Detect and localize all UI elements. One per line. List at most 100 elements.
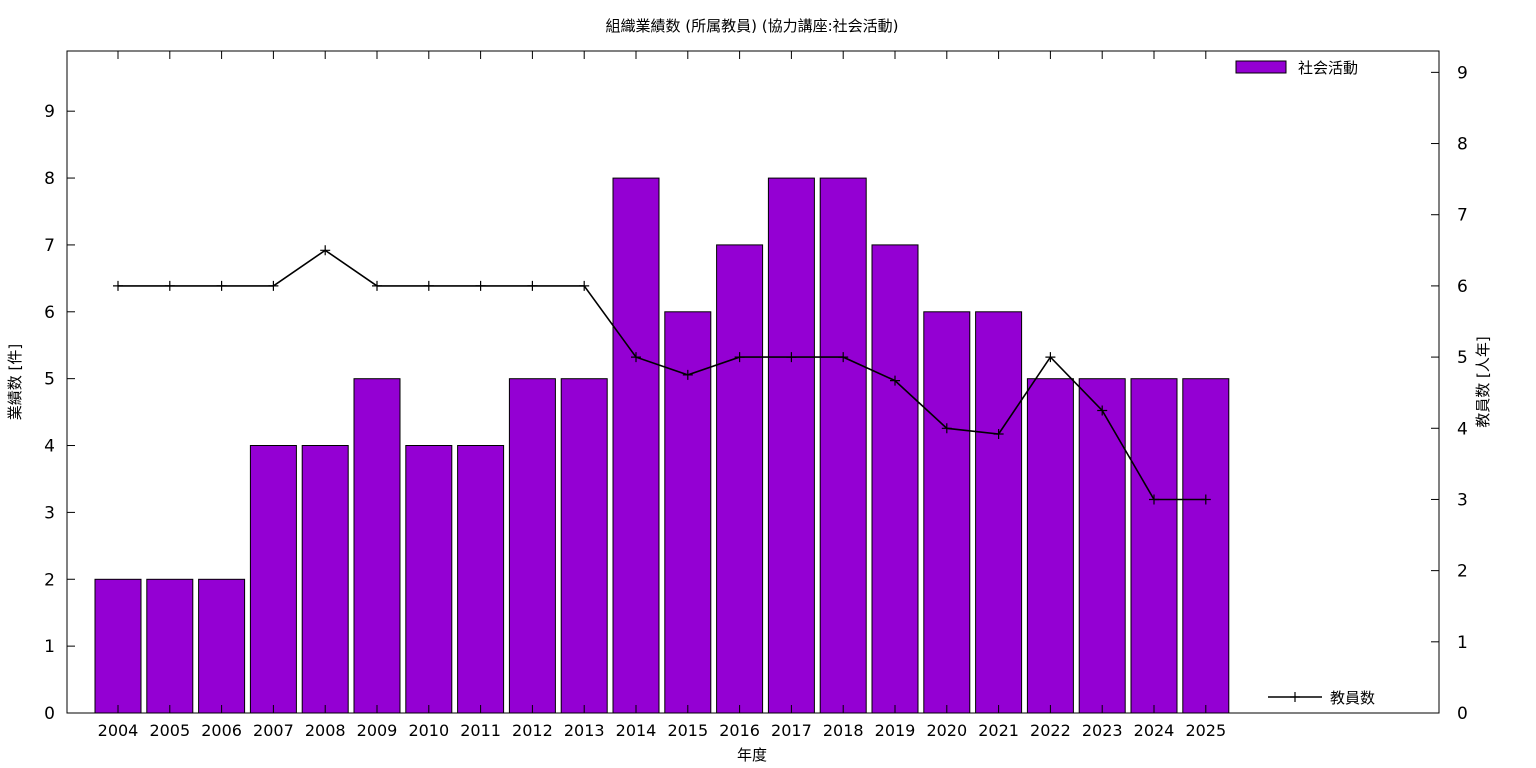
y2-tick-label: 9	[1457, 63, 1468, 83]
y-tick-label: 3	[44, 503, 55, 523]
bar-2017	[767, 177, 815, 714]
bar-2010	[405, 445, 453, 714]
x-tick-label: 2025	[1185, 721, 1226, 740]
x-tick-label: 2011	[460, 721, 501, 740]
x-tick-label: 2009	[357, 721, 398, 740]
x-tick-label: 2015	[667, 721, 708, 740]
x-tick-label: 2021	[978, 721, 1019, 740]
bar-2006	[198, 578, 246, 714]
y-tick-label: 9	[44, 102, 55, 122]
bar-2025	[1182, 378, 1230, 714]
legend-line: 教員数	[1268, 689, 1375, 707]
y-tick-label: 1	[44, 637, 55, 657]
chart-title: 組織業績数 (所属教員) (協力講座:社会活動)	[606, 17, 899, 35]
line-point-2008	[320, 245, 331, 256]
y2-tick-label: 0	[1457, 704, 1468, 724]
x-axis-label: 年度	[737, 746, 767, 764]
bar-2019	[871, 244, 919, 714]
plot-frame	[66, 50, 1440, 714]
bar-2021	[975, 311, 1023, 714]
line-point-2018	[838, 352, 849, 363]
x-tick-label: 2024	[1134, 721, 1175, 740]
y2-tick-label: 2	[1457, 562, 1468, 582]
line-point-2024	[1149, 494, 1159, 505]
bar-2022	[1026, 378, 1074, 714]
y2-tick-label: 4	[1457, 419, 1468, 439]
line-point-2020	[941, 423, 952, 434]
x-tick-label: 2012	[512, 721, 553, 740]
bar-2018	[819, 177, 867, 714]
x-axis: 2004 2005 2006 2007 2008 2009 2010 2011 2012 2013…	[98, 51, 1226, 740]
x-tick-label: 2008	[305, 721, 346, 740]
line-point-2019	[890, 375, 900, 386]
bar-2023	[1078, 378, 1126, 714]
y2-tick-label: 1	[1457, 633, 1468, 653]
line-point-2012	[527, 280, 538, 291]
x-tick-label: 2014	[616, 721, 657, 740]
line-point-2023	[1097, 405, 1108, 416]
line-point-2010	[423, 280, 434, 291]
y2-tick-label: 7	[1457, 206, 1468, 226]
x-tick-label: 2010	[408, 721, 449, 740]
y-tick-label: 7	[44, 236, 55, 256]
y2-tick-label: 5	[1457, 348, 1468, 368]
legend-bars: 社会活動	[1235, 59, 1358, 77]
x-tick-label: 2018	[823, 721, 864, 740]
legend-line-label: 教員数	[1330, 689, 1375, 707]
x-tick-label: 2017	[771, 721, 812, 740]
x-tick-label: 2013	[564, 721, 605, 740]
y-axis-right: 0 1 2 3 4 5 6 7 8 9	[1431, 63, 1468, 724]
y2-axis-label: 教員数 [人年]	[1474, 336, 1492, 427]
y-tick-label: 2	[44, 570, 55, 590]
line-point-2011	[475, 280, 486, 291]
x-tick-label: 2016	[719, 721, 760, 740]
bar-2005	[146, 578, 194, 714]
line-point-2022	[1045, 352, 1056, 363]
bar-2012	[508, 378, 556, 714]
y2-tick-label: 3	[1457, 490, 1468, 510]
line-series-group	[113, 245, 1211, 505]
line-point-2007	[268, 280, 279, 291]
line-series-faculty	[118, 249, 1206, 501]
x-tick-label: 2005	[149, 721, 190, 740]
bar-2009	[353, 378, 401, 714]
x-tick-label: 2006	[201, 721, 242, 740]
legend-bar-label: 社会活動	[1298, 59, 1358, 77]
y2-tick-label: 6	[1457, 277, 1468, 297]
line-point-2009	[372, 280, 382, 291]
y-tick-label: 6	[44, 303, 55, 323]
legend-line-marker	[1290, 692, 1300, 702]
y-axis-label: 業績数 [件]	[6, 344, 24, 420]
y-tick-label: 8	[44, 169, 55, 189]
x-tick-label: 2020	[926, 721, 967, 740]
legend-bar-swatch	[1235, 60, 1287, 74]
line-point-2025	[1200, 494, 1211, 505]
bar-2014	[612, 177, 660, 714]
y-tick-label: 4	[44, 437, 55, 457]
bar-2013	[560, 378, 608, 714]
x-tick-label: 2023	[1082, 721, 1123, 740]
bar-2016	[716, 244, 764, 714]
line-point-2015	[682, 369, 693, 380]
line-point-2017	[786, 352, 797, 363]
line-point-2004	[113, 280, 123, 291]
y-tick-label: 0	[44, 704, 55, 724]
line-point-2021	[993, 429, 1004, 439]
line-point-2013	[579, 280, 590, 291]
bar-2008	[301, 445, 349, 714]
y-tick-label: 5	[44, 370, 55, 390]
bar-2004	[94, 578, 142, 714]
bar-2020	[923, 311, 971, 714]
line-point-2016	[734, 352, 745, 363]
x-tick-label: 2004	[98, 721, 139, 740]
line-point-2005	[164, 280, 175, 291]
bar-2011	[457, 445, 505, 714]
x-tick-label: 2022	[1030, 721, 1071, 740]
bar-2007	[249, 445, 297, 714]
y-axis-left: 0 1 2 3 4 5 6 7 8 9	[44, 102, 75, 724]
x-tick-label: 2007	[253, 721, 294, 740]
bar-2024	[1130, 378, 1178, 714]
bar-group	[94, 177, 1230, 714]
line-point-2014	[631, 352, 641, 363]
